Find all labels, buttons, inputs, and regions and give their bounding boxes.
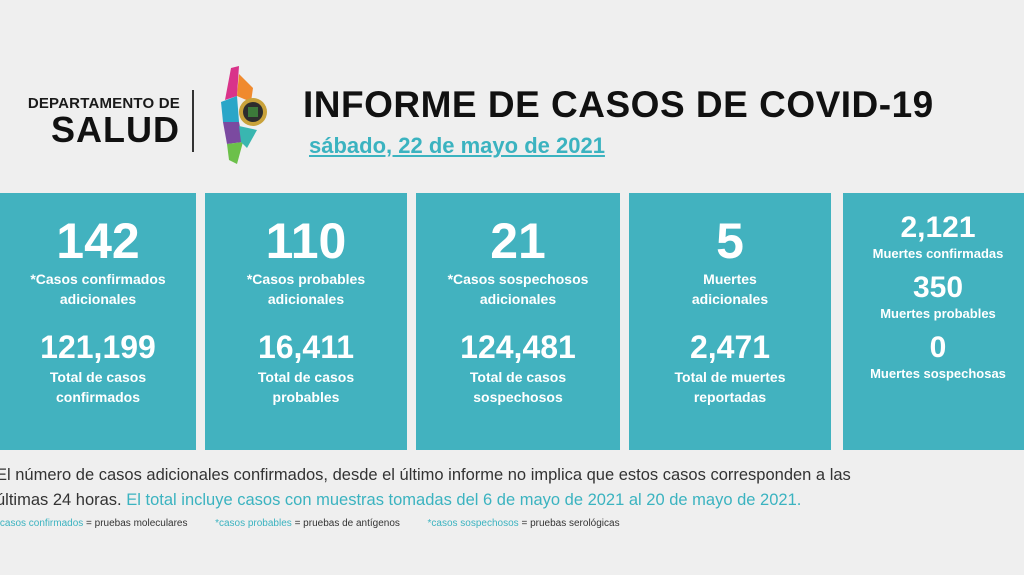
additional-probable-value: 110 (265, 213, 347, 269)
total-probable-value: 16,411 (257, 329, 355, 365)
deaths-breakdown-card: 2,121 Muertes confirmadas 350 Muertes pr… (843, 193, 1024, 450)
card-label: Total de casos (257, 369, 355, 385)
probable-cases-card: 110 *Casos probables adicionales 16,411 … (205, 193, 407, 450)
legend-term: *casos confirmados (0, 518, 84, 529)
probable-deaths-label: Muertes probables (880, 306, 996, 321)
probable-deaths-value: 350 (912, 271, 964, 304)
card-label: adicionales (59, 291, 137, 307)
additional-confirmed-value: 142 (56, 213, 140, 269)
disclaimer-line-2: últimas 24 horas. El total incluye casos… (0, 488, 1024, 513)
card-label: Total de muertes (674, 369, 786, 385)
logo-divider (192, 90, 194, 152)
disclaimer-line-1: El número de casos adicionales confirmad… (0, 466, 851, 484)
card-label: adicionales (479, 291, 557, 307)
card-label: *Casos sospechosos (447, 271, 589, 287)
card-label: *Casos confirmados (30, 271, 166, 287)
total-confirmed-value: 121,199 (40, 329, 156, 365)
legend-definition: = pruebas serológicas (521, 518, 620, 529)
confirmed-deaths-label: Muertes confirmadas (872, 246, 1004, 261)
total-deaths-value: 2,471 (689, 329, 771, 365)
department-name: SALUD (51, 109, 180, 150)
legend-term: *casos probables (215, 518, 292, 529)
department-label: DEPARTAMENTO DE (27, 95, 180, 112)
test-type-legend: *casos confirmados = pruebas moleculares… (0, 518, 620, 529)
confirmed-deaths-value: 2,121 (900, 211, 976, 244)
disclaimer-text: últimas 24 horas. (0, 491, 122, 509)
report-title: INFORME DE CASOS DE COVID-19 (303, 84, 934, 125)
card-label: adicionales (691, 291, 769, 307)
suspected-cases-card: 21 *Casos sospechosos adicionales 124,48… (416, 193, 620, 450)
legend-term: *casos sospechosos (427, 518, 519, 529)
card-label: reportadas (693, 389, 767, 405)
card-label: adicionales (267, 291, 345, 307)
confirmed-cases-card: 142 *Casos confirmados adicionales 121,1… (0, 193, 196, 450)
date-range-text: El total incluye casos con muestras toma… (126, 491, 802, 509)
puerto-rico-seal-icon (221, 66, 267, 164)
card-label: Total de casos (469, 369, 567, 385)
card-label: Muertes (703, 271, 757, 287)
total-suspected-value: 124,481 (460, 329, 576, 365)
suspected-deaths-label: Muertes sospechosas (870, 366, 1006, 381)
department-logo-text: DEPARTAMENTO DE SALUD (0, 95, 180, 148)
additional-deaths-value: 5 (716, 213, 744, 269)
legend-definition: = pruebas de antígenos (294, 518, 400, 529)
card-label: sospechosos (473, 389, 563, 405)
card-label: probables (272, 389, 340, 405)
disclaimer-note: El número de casos adicionales confirmad… (0, 463, 1024, 513)
report-header: DEPARTAMENTO DE SALUD INFORME DE CASOS D… (0, 0, 1024, 185)
legend-definition: = pruebas moleculares (86, 518, 188, 529)
card-label: confirmados (55, 389, 140, 405)
additional-suspected-value: 21 (490, 213, 546, 269)
card-label: Total de casos (49, 369, 147, 385)
deaths-card: 5 Muertes adicionales 2,471 Total de mue… (629, 193, 831, 450)
suspected-deaths-value: 0 (929, 331, 947, 364)
card-label: *Casos probables (246, 271, 366, 287)
report-date: sábado, 22 de mayo de 2021 (309, 133, 605, 158)
